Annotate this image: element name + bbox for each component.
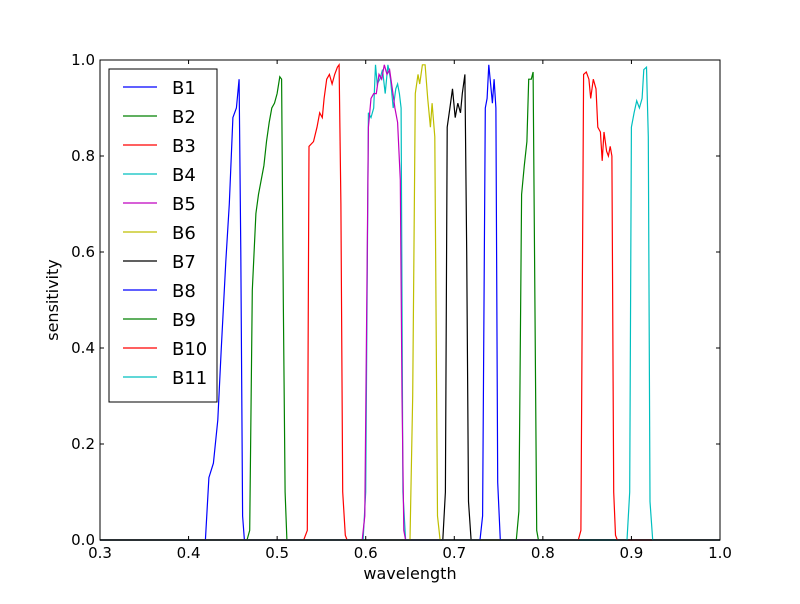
legend-label-b3: B3 — [172, 136, 196, 157]
legend-label-b5: B5 — [172, 194, 196, 215]
x-tick-label: 0.5 — [265, 544, 289, 562]
legend-label-b1: B1 — [172, 78, 196, 99]
series-layer — [100, 62, 720, 541]
y-tick-label: 0.4 — [71, 339, 95, 357]
series-line-b9 — [100, 71, 720, 541]
x-tick-label: 1.0 — [708, 544, 732, 562]
y-tick-label: 0.8 — [71, 147, 95, 165]
legend-label-b11: B11 — [172, 368, 207, 389]
x-tick-label: 0.8 — [531, 544, 555, 562]
ticks-layer: 0.3 0.4 0.5 0.6 0.7 0.8 0.9 1.0 0.0 0.2 0.4 0.6 0.8 1… — [71, 51, 732, 562]
legend-label-b8: B8 — [172, 281, 196, 302]
legend-label-b2: B2 — [172, 107, 196, 128]
series-line-b8 — [100, 64, 720, 541]
x-tick-label: 0.9 — [619, 544, 643, 562]
legend-label-b6: B6 — [172, 223, 196, 244]
legend-label-b10: B10 — [172, 339, 207, 360]
y-tick-label: 0.0 — [71, 531, 95, 549]
y-tick-label: 1.0 — [71, 51, 95, 69]
legend-label-b9: B9 — [172, 310, 196, 331]
legend: B1 B2 B3 B4 B5 B6 B7 B8 B9 B10 B11 — [108, 68, 218, 403]
series-line-b2 — [100, 75, 720, 541]
x-tick-label: 0.7 — [442, 544, 466, 562]
x-tick-label: 0.4 — [177, 544, 201, 562]
series-line-b10 — [100, 70, 720, 541]
series-line-b7 — [100, 74, 720, 541]
plot-area-frame — [99, 59, 721, 541]
legend-box — [108, 68, 218, 403]
x-tick-label: 0.3 — [88, 544, 112, 562]
series-line-b1 — [100, 79, 720, 541]
y-tick-label: 0.2 — [71, 435, 95, 453]
x-tick-label: 0.6 — [354, 544, 378, 562]
series-line-b3 — [100, 62, 720, 541]
series-line-b6 — [100, 64, 720, 541]
series-line-b5 — [100, 64, 720, 541]
x-axis-label: wavelength — [363, 564, 456, 583]
legend-label-b7: B7 — [172, 252, 196, 273]
series-line-b11 — [100, 65, 720, 541]
legend-label-b4: B4 — [172, 165, 196, 186]
y-axis-label: sensitivity — [43, 259, 62, 340]
y-tick-label: 0.6 — [71, 243, 95, 261]
